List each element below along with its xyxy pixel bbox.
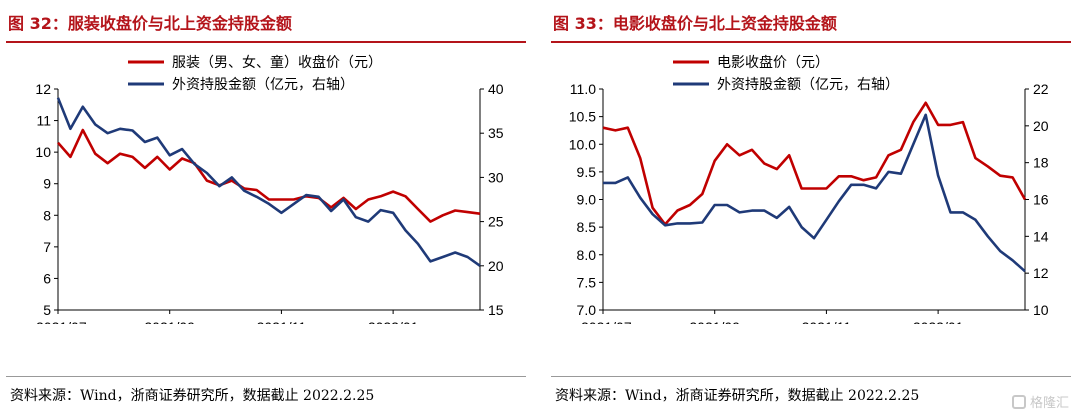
left-tick-label: 7.0 (577, 302, 597, 318)
left-tick-label: 10.0 (569, 136, 596, 152)
source-note: 资料来源：Wind，浙商证券研究所，数据截止 2022.2.25 (555, 388, 920, 404)
legend-label: 电影收盘价（元） (717, 54, 829, 70)
right-tick-label: 20 (1033, 118, 1049, 134)
source-rule (551, 376, 1071, 377)
right-tick-label: 22 (1033, 81, 1049, 97)
right-tick-label: 14 (1033, 228, 1049, 244)
left-tick-label: 10.5 (569, 109, 596, 125)
x-tick-label: 2021/11 (257, 319, 307, 324)
watermark: 格隆汇 (1011, 392, 1069, 411)
left-tick-label: 11.0 (570, 81, 596, 97)
left-tick-label: 8 (43, 207, 51, 223)
right-tick-label: 40 (488, 81, 504, 97)
left-tick-label: 5 (43, 302, 51, 318)
left-tick-label: 7.5 (577, 274, 597, 290)
x-tick-label: 2021/11 (802, 319, 852, 324)
left-tick-label: 9 (43, 176, 51, 192)
figure-32-panel: 图 32：服装收盘价与北上资金持股金额 5 6 7 8 9 10 11 12 15 20 25 30 3… (0, 0, 530, 417)
source-note: 资料来源：Wind，浙商证券研究所，数据截止 2022.2.25 (10, 388, 375, 404)
title-rule (6, 41, 526, 43)
series-line-1 (56, 97, 481, 267)
left-tick-label: 11 (36, 113, 51, 129)
right-tick-label: 12 (1033, 265, 1049, 281)
watermark-text: 格隆汇 (1029, 396, 1069, 411)
right-tick-label: 25 (488, 214, 504, 230)
x-tick-label: 2021/07 (36, 319, 87, 324)
left-tick-label: 9.0 (577, 192, 597, 208)
left-tick-label: 8.5 (577, 219, 597, 235)
x-tick-label: 2021/07 (581, 319, 632, 324)
legend-label: 外资持股金额（亿元，右轴） (172, 76, 354, 92)
series-line-1 (603, 113, 1026, 273)
title-rule (551, 41, 1071, 43)
left-tick-label: 12 (35, 81, 51, 97)
legend-label: 外资持股金额（亿元，右轴） (717, 76, 899, 92)
right-tick-label: 30 (488, 169, 504, 185)
watermark-logo-icon (1011, 394, 1026, 409)
left-tick-label: 10 (35, 144, 51, 160)
figure-title: 图 32：服装收盘价与北上资金持股金额 (8, 14, 292, 33)
left-tick-label: 6 (43, 270, 51, 286)
figure-33-panel: 图 33：电影收盘价与北上资金持股金额 7.0 7.5 8.0 8.5 9.0 9.5 10… (545, 0, 1075, 417)
figure-title: 图 33：电影收盘价与北上资金持股金额 (553, 14, 837, 33)
right-tick-label: 10 (1033, 302, 1049, 318)
chart-33: 7.0 7.5 8.0 8.5 9.0 9.5 10.0 10.5 11.0 10 12 14 16 18… (569, 54, 1049, 324)
x-tick-label: 2022/01 (368, 319, 419, 324)
x-tick-label: 2021/09 (144, 319, 195, 324)
left-tick-label: 9.5 (577, 164, 597, 180)
right-tick-label: 20 (488, 258, 504, 274)
series-line-0 (57, 128, 481, 223)
chart-32: 5 6 7 8 9 10 11 12 15 20 25 30 35 40 2021/07 2021/09 202… (35, 54, 504, 324)
right-tick-label: 35 (488, 125, 504, 141)
left-tick-label: 8.0 (577, 247, 597, 263)
x-tick-label: 2021/09 (689, 319, 740, 324)
x-tick-label: 2022/01 (913, 319, 964, 324)
left-tick-label: 7 (43, 239, 51, 255)
source-rule (6, 376, 526, 377)
right-tick-label: 15 (488, 302, 504, 318)
right-tick-label: 16 (1033, 192, 1049, 208)
right-tick-label: 18 (1033, 155, 1049, 171)
legend-label: 服装（男、女、童）收盘价（元） (172, 54, 382, 70)
series-line-0 (602, 101, 1027, 226)
